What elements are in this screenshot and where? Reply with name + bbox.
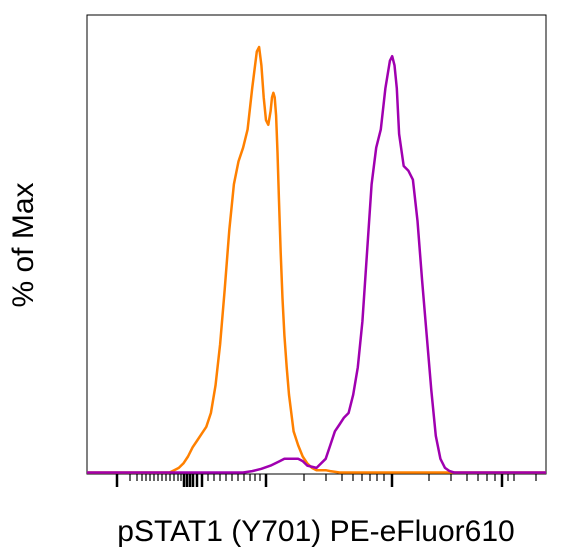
histogram-series-1 — [87, 45, 546, 474]
x-axis-ticks — [115, 474, 537, 487]
series-layer — [87, 45, 546, 474]
histogram-series-2 — [87, 54, 546, 474]
y-axis-label: % of Max — [7, 182, 40, 307]
plot-frame — [86, 14, 547, 475]
x-axis-label: pSTAT1 (Y701) PE-eFluor610 — [117, 515, 514, 548]
